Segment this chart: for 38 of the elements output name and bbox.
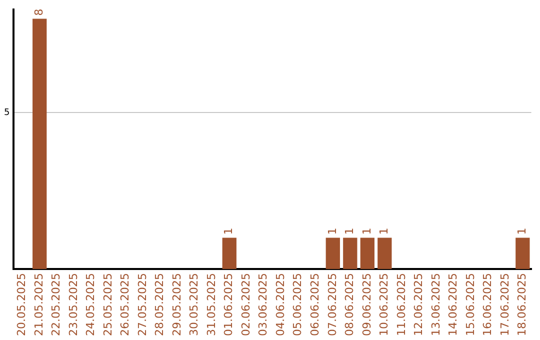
x-tick-label: 15.06.2025 xyxy=(464,273,477,336)
x-tick-label: 17.06.2025 xyxy=(498,273,512,336)
x-tick-label: 12.06.2025 xyxy=(412,273,426,336)
x-tick-label: 07.06.2025 xyxy=(326,273,339,336)
x-tick-label: 16.06.2025 xyxy=(481,273,494,336)
data-label: 1 xyxy=(378,228,391,235)
x-tick-label: 11.06.2025 xyxy=(394,273,408,336)
data-label: 1 xyxy=(222,228,236,235)
data-label: 1 xyxy=(360,228,374,235)
x-tick-label: 06.06.2025 xyxy=(308,273,322,336)
x-tick-label: 23.05.2025 xyxy=(66,273,80,336)
x-tick-label: 08.06.2025 xyxy=(343,273,356,336)
data-label: 1 xyxy=(516,228,529,235)
data-label: 1 xyxy=(326,228,339,235)
x-tick-label: 29.05.2025 xyxy=(170,273,184,336)
x-tick-label: 10.06.2025 xyxy=(378,273,391,336)
x-tick-label: 09.06.2025 xyxy=(360,273,374,336)
x-tick-label: 21.05.2025 xyxy=(32,273,46,336)
y-tick-label: 5 xyxy=(4,108,10,118)
x-tick-label: 22.05.2025 xyxy=(50,273,63,336)
data-label: 1 xyxy=(343,228,356,235)
x-tick-label: 13.06.2025 xyxy=(429,273,442,336)
x-tick-label: 05.06.2025 xyxy=(291,273,304,336)
x-tick-label: 25.05.2025 xyxy=(101,273,114,336)
x-tick-label: 27.05.2025 xyxy=(136,273,149,336)
data-label: 8 xyxy=(32,8,46,16)
x-tick-label: 03.06.2025 xyxy=(256,273,270,336)
x-tick-label: 31.05.2025 xyxy=(204,273,218,336)
x-tick-label: 02.06.2025 xyxy=(239,273,252,336)
x-tick-label: 01.06.2025 xyxy=(222,273,236,336)
x-tick-label: 18.06.2025 xyxy=(516,273,529,336)
x-tick-label: 26.05.2025 xyxy=(118,273,132,336)
x-tick-label: 30.05.2025 xyxy=(188,273,201,336)
x-tick-label: 24.05.2025 xyxy=(84,273,98,336)
x-tick-label: 20.05.2025 xyxy=(15,273,28,336)
x-tick-label: 28.05.2025 xyxy=(153,273,166,336)
x-tick-label: 14.06.2025 xyxy=(446,273,460,336)
x-tick-label: 04.06.2025 xyxy=(274,273,287,336)
